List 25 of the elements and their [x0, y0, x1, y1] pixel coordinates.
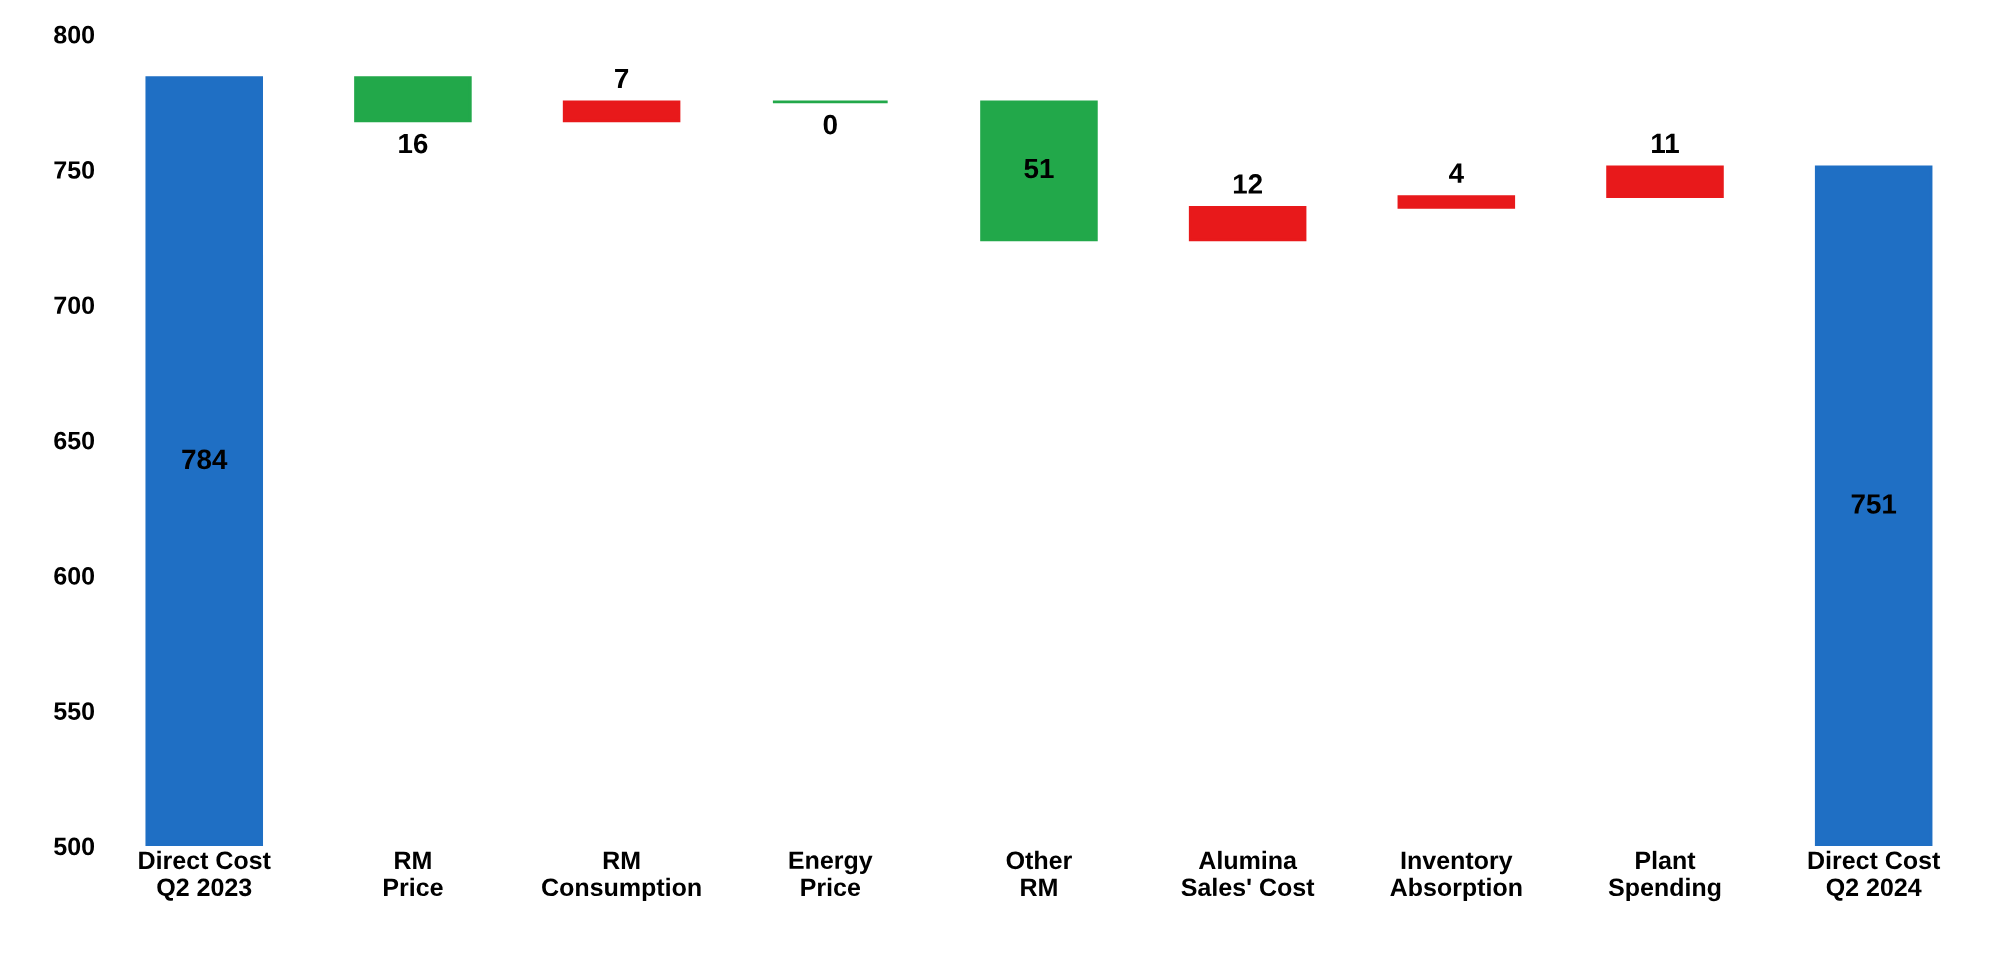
- x-tick-label: Alumina Sales' Cost: [1181, 850, 1315, 897]
- data-label: 11: [1652, 133, 1679, 153]
- x-tick-label: Inventory Absorption: [1390, 851, 1522, 902]
- y-tick-label: 700: [54, 296, 95, 315]
- data-label: 751: [1851, 494, 1897, 514]
- y-tick-label: 500: [54, 837, 95, 856]
- data-label: 784: [182, 449, 228, 470]
- data-label: 0: [823, 114, 837, 135]
- x-tick-label: Other RM: [1006, 850, 1072, 896]
- data-label: 51: [1024, 158, 1054, 179]
- x-tick-label: Energy Price: [789, 851, 873, 897]
- data-label: 16: [399, 133, 428, 154]
- x-tick-label: Direct Cost Q2 2023: [139, 850, 271, 901]
- y-tick-label: 550: [54, 702, 95, 720]
- y-tick-label: 750: [54, 161, 95, 179]
- y-tick-label: 600: [54, 566, 95, 585]
- data-label: 7: [615, 68, 629, 88]
- x-tick-label: Plant Spending: [1608, 850, 1721, 902]
- x-tick-label: Direct Cost Q2 2024: [1808, 850, 1941, 901]
- y-tick-label: 800: [54, 25, 95, 44]
- x-tick-label: RM Consumption: [542, 851, 701, 902]
- x-tick-label: RM Price: [384, 851, 443, 897]
- data-label: 4: [1449, 163, 1464, 183]
- y-tick-label: 650: [54, 431, 95, 450]
- data-label: 12: [1233, 174, 1262, 194]
